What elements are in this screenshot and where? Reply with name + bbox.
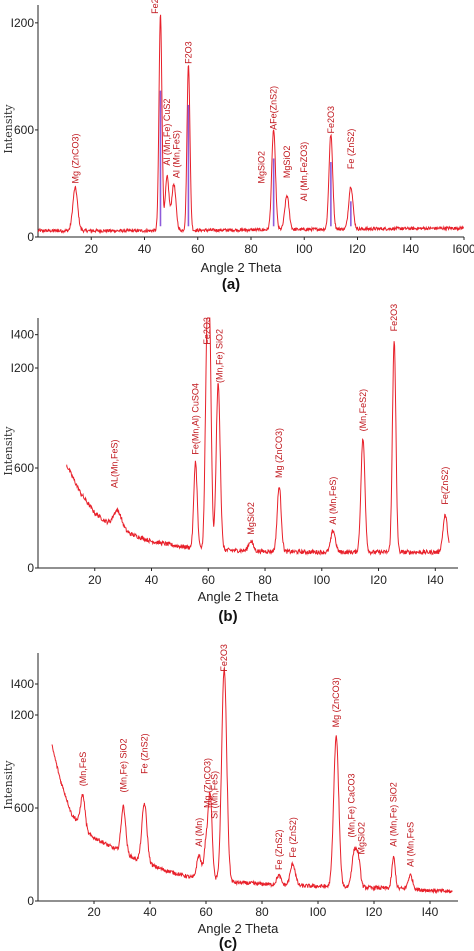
x-tick-label: 40 <box>143 905 157 919</box>
x-tick-label: I40 <box>402 242 419 256</box>
peak-annotation: F2O3 <box>183 41 193 64</box>
peak-annotation: (Mn,Fe) CaCO3 <box>347 773 357 837</box>
x-tick-label: 60 <box>199 905 213 919</box>
y-tick-label: I200 <box>11 16 35 30</box>
y-axis-label: Intensity <box>2 104 15 154</box>
peak-annotation: Fe2O3 <box>202 317 212 345</box>
peak-annotation: (Mn,Fe) SiO2 <box>118 738 128 792</box>
peak-annotation: Fe (ZnS2) <box>346 129 356 170</box>
x-tick-label: 60 <box>191 242 205 256</box>
peak-annotation: Al (Mn,FeS <box>405 822 415 867</box>
x-tick-label: 20 <box>88 573 102 587</box>
panel-label: (c) <box>219 935 237 951</box>
x-tick-label: I600 <box>452 242 474 256</box>
x-tick-label: I00 <box>310 905 327 919</box>
xrd-trace <box>37 14 465 235</box>
chart-panel-3: 0 600 I200 I400 20 40 60 80 I00 I20 I40 Angle 2 The… <box>2 644 458 951</box>
peak-annotation: Al (Mn,FeS) <box>171 130 181 178</box>
peak-annotation: Mg (ZnCO3) <box>331 677 341 727</box>
y-tick-label: I200 <box>11 361 35 375</box>
peak-annotation: MgSiO2 <box>282 146 292 179</box>
peak-annotation: AFe(ZnS2) <box>269 86 279 130</box>
x-tick-label: 60 <box>202 573 216 587</box>
peak-annotation: AL(Mn,FeS) <box>110 439 120 488</box>
peak-annotation: Al (Mn,Fe) CuS2 <box>162 99 172 166</box>
y-tick-label: 0 <box>27 230 34 244</box>
x-tick-label: 20 <box>87 905 101 919</box>
peak-annotation: Al (Mn,Fe) SiO2 <box>389 782 399 847</box>
peak-annotation: (Mn,FeS <box>78 752 88 787</box>
peak-annotation: MgSiO2 <box>257 151 267 184</box>
x-tick-label: I00 <box>313 573 330 587</box>
y-tick-label: 600 <box>14 123 34 137</box>
y-tick-label: 600 <box>14 801 34 815</box>
peak-annotation: Fe(Mn,Al) CuSO4 <box>191 383 201 455</box>
x-axis-label: Angle 2 Theta <box>198 589 279 604</box>
peak-annotation: MgSiO2 <box>356 822 366 855</box>
x-tick-label: I00 <box>296 242 313 256</box>
y-tick-label: 600 <box>14 461 34 475</box>
peak-annotation: Mg (ZnCO3) <box>274 428 284 478</box>
y-tick-label: I400 <box>11 328 35 342</box>
chart-panel-2: 0 600 I200 I400 20 40 60 80 I00 I20 I40 Angle 2 The… <box>2 304 458 625</box>
x-tick-label: I20 <box>370 573 387 587</box>
x-tick-label: I20 <box>366 905 383 919</box>
peak-annotation: Fe2O3 <box>219 644 229 672</box>
x-tick-label: I40 <box>427 573 444 587</box>
panel-label: (b) <box>218 608 237 625</box>
y-tick-label: I400 <box>11 677 35 691</box>
peak-annotation: (Mn,FeS2) <box>358 389 368 432</box>
x-tick-label: I20 <box>349 242 366 256</box>
peak-annotation: Fe2O3 <box>326 106 336 134</box>
peak-annotation: Mg (ZnCO3) <box>202 758 212 808</box>
x-tick-label: 80 <box>244 242 258 256</box>
xrd-trace <box>65 317 450 556</box>
x-tick-label: 40 <box>145 573 159 587</box>
y-tick-label: 0 <box>27 561 34 575</box>
peak-annotation: Fe2O3 <box>389 304 399 332</box>
x-tick-label: I40 <box>422 905 439 919</box>
x-axis-label: Angle 2 Theta <box>201 260 282 275</box>
y-axis-label: Intensity <box>2 760 15 810</box>
peak-annotation: Al (Mn,FeZO3) <box>299 142 309 202</box>
peak-annotation: Mg (ZnCO3) <box>70 133 80 183</box>
x-axis-label: Angle 2 Theta <box>198 921 279 936</box>
peak-annotation: Al (Mn) <box>194 818 204 847</box>
y-axis-label: Intensity <box>2 426 15 476</box>
x-tick-label: 20 <box>85 242 99 256</box>
peak-annotation: Fe (ZnS2) <box>274 829 284 870</box>
x-tick-label: 80 <box>255 905 269 919</box>
peak-annotation: Si (Mn,FeS) <box>209 771 219 819</box>
peak-annotation: Al (Mn,FeS) <box>328 477 338 525</box>
peak-annotation: Fe(ZnS2) <box>440 467 450 505</box>
x-tick-label: 40 <box>138 242 152 256</box>
panel-label: (a) <box>222 276 240 293</box>
peak-annotation: MgSiO2 <box>246 502 256 535</box>
y-tick-label: 0 <box>27 894 34 908</box>
xrd-trace <box>51 668 453 895</box>
peak-annotation: Fe (ZnS2) <box>288 817 298 858</box>
peak-annotation: Fe2O3 <box>150 0 160 14</box>
y-tick-label: I200 <box>11 708 35 722</box>
peak-annotation: Fe (ZnS2) <box>139 733 149 774</box>
x-tick-label: 80 <box>258 573 272 587</box>
chart-panel-1: 0 600 I200 20 40 60 80 I00 I20 I40 I600 Angle 2 The… <box>2 0 474 293</box>
peak-annotation: (Mn,Fe) SiO2 <box>215 329 225 383</box>
